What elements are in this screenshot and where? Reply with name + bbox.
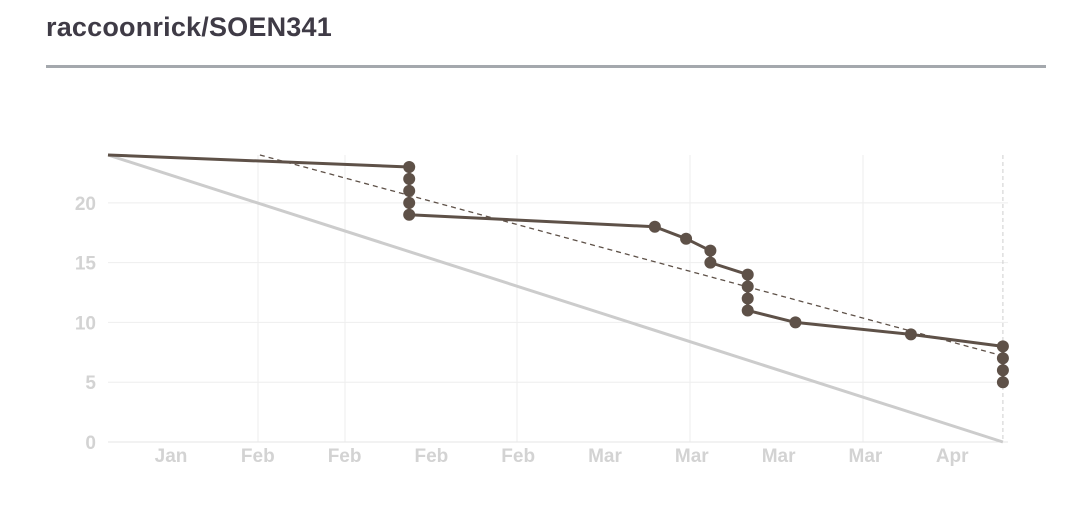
x-tick-label: Mar — [675, 446, 709, 467]
y-tick-label: 0 — [85, 433, 96, 454]
data-point — [403, 208, 416, 221]
y-tick-label: 10 — [75, 313, 96, 334]
x-tick-label: Mar — [588, 446, 622, 467]
x-tick-label: Feb — [241, 446, 275, 467]
data-point — [403, 160, 416, 173]
x-tick-label: Feb — [328, 446, 362, 467]
y-tick-label: 5 — [85, 373, 96, 394]
data-point — [403, 196, 416, 209]
x-tick-label: Apr — [936, 446, 969, 467]
y-tick-label: 20 — [75, 194, 96, 215]
data-point — [704, 256, 717, 269]
data-point — [904, 328, 917, 341]
x-tick-label: Feb — [415, 446, 449, 467]
title-divider — [46, 65, 1046, 68]
data-point — [741, 292, 754, 305]
x-tick-label: Feb — [501, 446, 535, 467]
data-point — [741, 268, 754, 281]
page-title: raccoonrick/SOEN341 — [46, 12, 332, 42]
x-tick-label: Mar — [849, 446, 883, 467]
data-point — [996, 376, 1009, 389]
data-point — [704, 244, 717, 257]
trend-line — [259, 154, 1004, 357]
data-point — [996, 364, 1009, 377]
ideal-burndown-line — [107, 153, 1004, 444]
data-point — [996, 340, 1009, 353]
data-point — [741, 304, 754, 317]
x-tick-label: Mar — [762, 446, 796, 467]
data-point — [789, 316, 802, 329]
y-tick-label: 15 — [75, 254, 97, 275]
data-point — [741, 280, 754, 293]
data-point — [680, 232, 693, 245]
data-point — [403, 172, 416, 185]
actual-burndown-line — [107, 153, 1005, 383]
data-point — [996, 352, 1009, 365]
data-point — [403, 184, 416, 197]
x-tick-label: Jan — [155, 446, 188, 467]
data-point — [648, 220, 661, 233]
